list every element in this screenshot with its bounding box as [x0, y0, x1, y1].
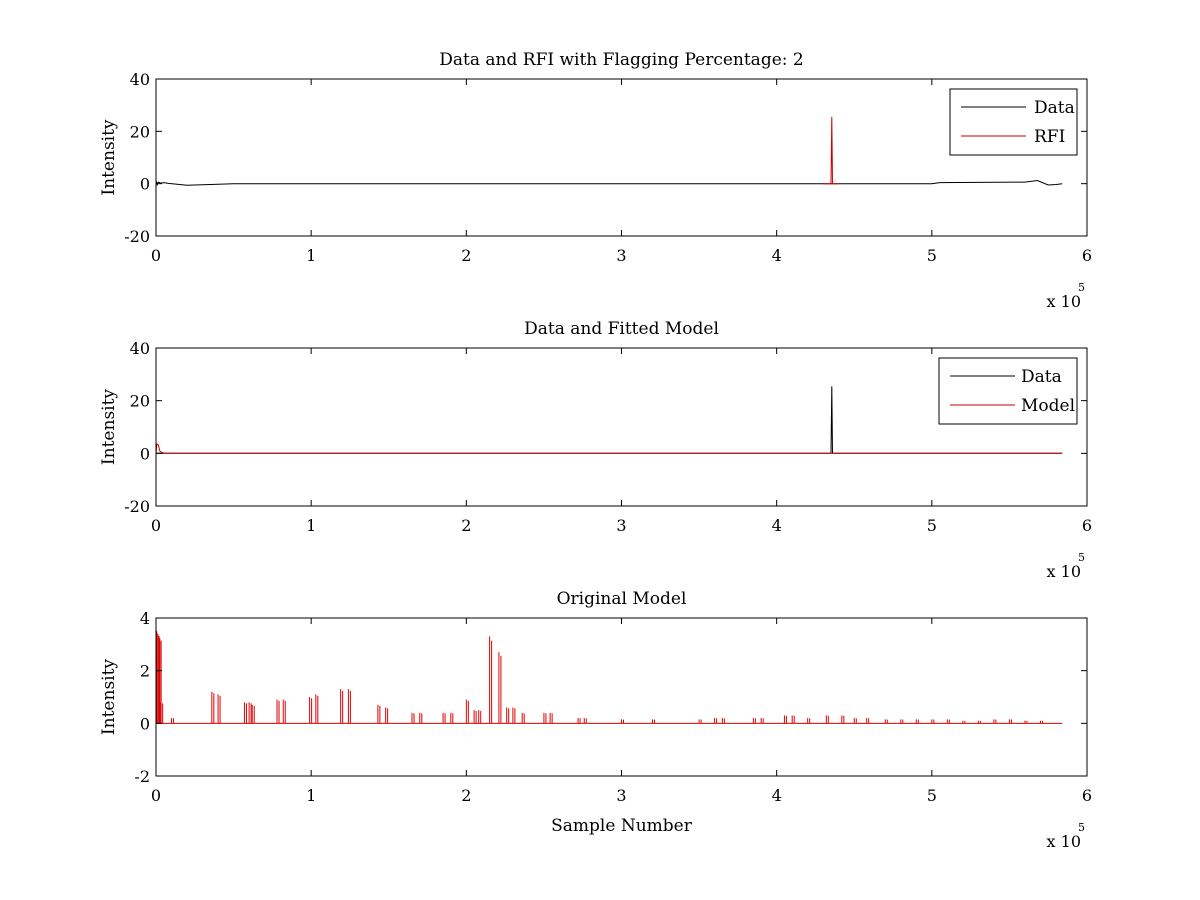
x-tick-label: 2 — [461, 786, 471, 805]
x-multiplier: x 10 — [1047, 292, 1081, 311]
y-axis-label: Intensity — [99, 659, 119, 735]
chart-title: Original Model — [557, 589, 687, 609]
legend-label: RFI — [1034, 127, 1065, 147]
x-multiplier-exponent: 5 — [1078, 551, 1085, 564]
x-tick-label: 2 — [461, 516, 471, 535]
x-tick-label: 1 — [306, 246, 316, 265]
x-tick-label: 5 — [927, 786, 937, 805]
x-tick-label: 0 — [151, 516, 161, 535]
x-tick-label: 4 — [772, 516, 782, 535]
y-tick-label: -2 — [134, 767, 150, 786]
y-tick-label: 0 — [140, 175, 150, 194]
axes-frame — [155, 617, 1088, 777]
legend-box — [949, 88, 1078, 156]
series-data-line — [156, 386, 1063, 454]
x-tick-label: 1 — [306, 516, 316, 535]
x-multiplier-exponent: 5 — [1078, 281, 1085, 294]
series-data-line — [155, 179, 1063, 187]
y-axis-label: Intensity — [99, 389, 119, 465]
chart-title: Data and Fitted Model — [524, 319, 719, 339]
series-rfi-line — [823, 116, 839, 185]
x-tick-label: 3 — [616, 786, 626, 805]
chart-title: Data and RFI with Flagging Percentage: 2 — [439, 50, 803, 70]
y-tick-label: 0 — [140, 444, 150, 463]
x-tick-label: 1 — [306, 786, 316, 805]
y-tick-label: -20 — [124, 227, 150, 246]
x-tick-label: 6 — [1082, 246, 1092, 265]
legend: Data RFI — [949, 88, 1078, 156]
x-axis-label: Sample Number — [551, 816, 693, 836]
y-tick-label: -20 — [124, 497, 150, 516]
x-tick-label: 3 — [616, 516, 626, 535]
legend-box — [938, 357, 1078, 425]
x-tick-label: 5 — [927, 246, 937, 265]
x-tick-label: 3 — [616, 246, 626, 265]
x-tick-label: 5 — [927, 516, 937, 535]
legend-label: Model — [1021, 396, 1075, 416]
x-tick-label: 2 — [461, 246, 471, 265]
axes-frame — [155, 78, 1088, 237]
y-tick-label: 20 — [130, 392, 150, 411]
legend-label: Data — [1034, 98, 1075, 118]
y-tick-label: 2 — [140, 662, 150, 681]
x-tick-label: 0 — [151, 786, 161, 805]
y-tick-label: 40 — [130, 70, 150, 89]
x-tick-label: 6 — [1082, 516, 1092, 535]
x-multiplier-exponent: 5 — [1078, 821, 1085, 834]
y-tick-label: 0 — [140, 714, 150, 733]
legend: Data Model — [938, 357, 1078, 425]
x-multiplier: x 10 — [1047, 562, 1081, 581]
x-multiplier: x 10 — [1047, 832, 1081, 851]
y-axis-label: Intensity — [99, 119, 119, 195]
y-tick-label: 20 — [130, 122, 150, 141]
y-tick-label: 40 — [130, 339, 150, 358]
legend-label: Data — [1021, 367, 1062, 387]
y-tick-label: 4 — [140, 609, 150, 628]
series-model-line — [155, 443, 1063, 454]
x-tick-label: 4 — [772, 786, 782, 805]
x-tick-label: 0 — [151, 246, 161, 265]
x-tick-label: 4 — [772, 246, 782, 265]
x-tick-label: 6 — [1082, 786, 1092, 805]
